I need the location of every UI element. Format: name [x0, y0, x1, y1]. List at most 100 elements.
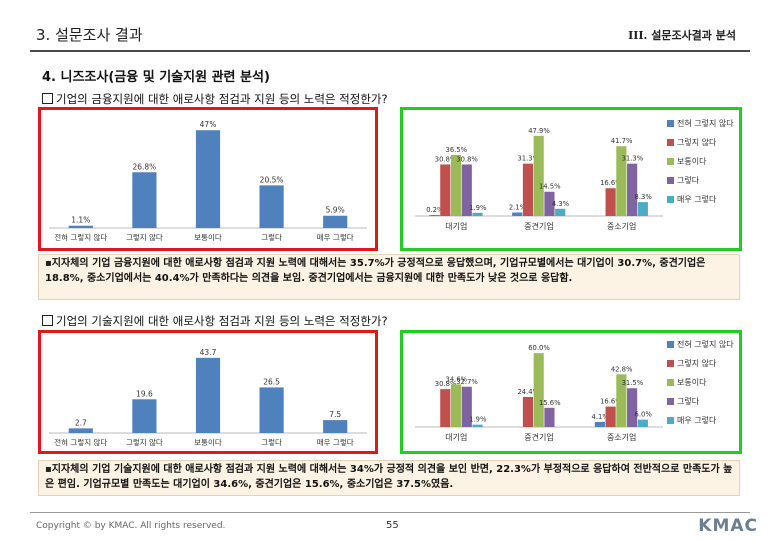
- chart-2-data-label: 4.3%: [552, 200, 570, 208]
- chart-4-data-label: 34.6%: [446, 375, 468, 383]
- chart-2-bar: [512, 212, 523, 216]
- legend-swatch: [667, 417, 674, 424]
- chart-1-bar: [259, 185, 284, 228]
- legend-swatch: [667, 139, 674, 146]
- legend-label: 보통이다: [677, 157, 707, 166]
- chart-3-category-label: 보통이다: [194, 437, 222, 447]
- chart-2-legend: 전혀 그렇지 않다 그렇지 않다 보통이다 그렇다 매우 그렇다: [667, 118, 739, 228]
- legend-swatch: [667, 120, 674, 127]
- chart-2-bar: [637, 202, 648, 216]
- chart-2-legend-item: 그렇다: [667, 175, 699, 186]
- chart-1-data-label: 1.1%: [71, 216, 90, 225]
- chart-4-legend-item: 그렇지 않다: [667, 358, 716, 369]
- chart-2-bar: [461, 164, 472, 216]
- chart-2-data-label: 14.5%: [539, 183, 561, 191]
- chart-4-svg: 30.8%34.6%32.7% 1.9% 대기업 24.4% 60.0% 15.6% 중견기…: [415, 344, 663, 442]
- note-2: ▪지자체의 기업 기술지원에 대한 애로사항 점검과 지원 노력에 대해서는 3…: [38, 460, 740, 496]
- chart-3-data-label: 26.5: [263, 377, 280, 386]
- chart-3-bar: [259, 387, 284, 433]
- chart-4-frame: 30.8% 34.6% 32.7% 1.9% 대기업 24.4% 60.0% 15.6% 중견기…: [400, 330, 742, 454]
- chart-4-data-label: 24.4%: [517, 388, 539, 396]
- note-1-text: 지자체의 기업 금융지원에 대한 애로사항 점검과 지원 노력에 대해서는 35…: [45, 258, 706, 284]
- chart-2-data-label: 1.9%: [469, 204, 487, 212]
- chart-4-bar: [472, 424, 483, 427]
- chart-3-category-label: 그렇다: [261, 437, 282, 447]
- chart-3-category-label: 전혀 그렇지 않다: [54, 437, 107, 447]
- chart-4-data-label: 15.6%: [539, 399, 561, 407]
- legend-swatch: [667, 341, 674, 348]
- chart-2-data-label: 0.2%: [426, 206, 444, 214]
- chart-4-bar: [605, 406, 616, 427]
- chart-4-legend-item: 보통이다: [667, 377, 706, 388]
- page-title: 4. 니즈조사(금융 및 기술지원 관련 분석): [42, 70, 270, 85]
- chart-1-bar: [195, 130, 221, 228]
- chart-1-data-label: 47%: [200, 120, 217, 129]
- square-bullet-icon: ▪: [45, 464, 52, 475]
- chart-4-data-label: 42.8%: [611, 365, 633, 373]
- chart-1-category-label: 그렇지 않다: [126, 232, 163, 242]
- chart-4-legend-item: 그렇다: [667, 396, 699, 407]
- chart-3-svg: 2.7 전혀 그렇지 않다 19.6 그렇지 않다 43.7 보통이다 26.5 그렇다 7.5…: [49, 348, 367, 447]
- legend-label: 전혀 그렇지 않다: [677, 340, 734, 349]
- chart-4-bar: [544, 407, 555, 427]
- legend-swatch: [667, 379, 674, 386]
- chart-2-data-label: 16.6%: [600, 179, 622, 187]
- chart-2-data-label: 41.7%: [611, 137, 633, 145]
- chart-4-data-label: 30.8%: [435, 380, 457, 388]
- chart-1-bar: [323, 215, 348, 228]
- chart-2-bar: [627, 163, 638, 216]
- chart-3-bar: [195, 357, 221, 433]
- chart-4-data-label: 60.0%: [528, 344, 550, 352]
- chart-2-category-label: 중견기업: [524, 221, 553, 231]
- chart-1-category-label: 그렇다: [261, 232, 282, 242]
- section-heading: 3. 설문조사 결과: [36, 26, 143, 44]
- legend-label: 매우 그렇다: [677, 195, 717, 204]
- chart-2-legend-item: 전혀 그렇지 않다: [667, 118, 734, 129]
- chart-4-data-label: 4.1%: [592, 413, 610, 421]
- chart-4-bar: [627, 388, 638, 427]
- chart-2-frame: 0.2% 30.8% 36.5% 30.8% 1.9% 대기업 2.1% 31.3% 47.9%…: [400, 107, 742, 251]
- legend-label: 그렇지 않다: [677, 359, 717, 368]
- chart-4-data-label: 31.5%: [622, 379, 644, 387]
- chart-4-data-label: 32.7%: [456, 378, 478, 386]
- chart-1-category-label: 매우 그렇다: [317, 232, 354, 242]
- chart-2-data-label: 47.9%: [528, 127, 550, 135]
- chart-2-data-label: 30.8%: [456, 155, 478, 163]
- square-bullet-icon: ▪: [45, 258, 52, 269]
- footer-divider: [30, 512, 750, 513]
- chart-2-legend-item: 보통이다: [667, 156, 706, 167]
- chart-4-bar: [594, 421, 605, 427]
- legend-swatch: [667, 196, 674, 203]
- question-1: 기업의 금융지원에 대한 애로사항 점검과 지원 등의 노력은 적정한가?: [42, 91, 388, 107]
- kmac-logo: KMAC: [698, 516, 758, 536]
- chart-3-category-label: 그렇지 않다: [126, 437, 163, 447]
- chart-2-bar: [522, 163, 534, 216]
- chart-2-category-label: 중소기업: [607, 222, 636, 231]
- chart-1-data-label: 5.9%: [326, 206, 345, 215]
- chart-2-bar: [440, 164, 451, 216]
- chart-2-legend-item: 매우 그렇다: [667, 194, 716, 205]
- question-1-text: 기업의 금융지원에 대한 애로사항 점검과 지원 등의 노력은 적정한가?: [56, 92, 388, 106]
- chart-2-bar: [472, 212, 483, 216]
- chart-4-bar: [461, 386, 472, 427]
- legend-swatch: [667, 398, 674, 405]
- chart-4-data-label: 1.9%: [469, 416, 487, 424]
- chart-4-category-label: 중견기업: [524, 432, 553, 442]
- chart-1-category-label: 보통이다: [194, 232, 222, 242]
- note-2-text: 지자체의 기업 기술지원에 대한 애로사항 점검과 지원 노력에 대해서는 34…: [45, 464, 733, 490]
- chart-1-data-label: 26.8%: [132, 162, 156, 171]
- chart-3-category-label: 매우 그렇다: [317, 437, 354, 447]
- chart-4-bar: [450, 384, 462, 427]
- copyright: Copyright © by KMAC. All rights reserved…: [36, 521, 226, 531]
- chart-4-bar: [533, 353, 544, 427]
- chart-1-svg: 1.1% 전혀 그렇지 않다 26.8% 그렇지 않다 47% 보통이다 20.5% 그렇다 5…: [49, 120, 367, 242]
- chart-1-bar: [68, 225, 93, 228]
- chart-3-bar: [323, 420, 348, 433]
- legend-label: 보통이다: [677, 378, 707, 387]
- chart-4-data-label: 6.0%: [635, 411, 653, 419]
- question-2: 기업의 기술지원에 대한 애로사항 점검과 지원 등의 노력은 적정한가?: [42, 313, 388, 329]
- chart-3-data-label: 2.7: [75, 418, 87, 427]
- legend-swatch: [667, 360, 674, 367]
- chart-4-legend-item: 매우 그렇다: [667, 415, 716, 426]
